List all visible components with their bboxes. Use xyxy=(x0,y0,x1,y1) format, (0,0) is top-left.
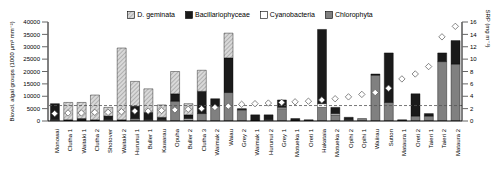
svg-text:Mataura 2: Mataura 2 xyxy=(455,128,461,156)
svg-text:Clutha 1: Clutha 1 xyxy=(67,128,73,151)
svg-text:20000: 20000 xyxy=(23,69,40,75)
svg-text:Grey 2: Grey 2 xyxy=(241,128,247,147)
svg-text:Oreti 2: Oreti 2 xyxy=(415,128,421,147)
svg-text:16: 16 xyxy=(470,19,477,25)
svg-text:Buller 1: Buller 1 xyxy=(147,128,153,149)
svg-text:Kawarau: Kawarau xyxy=(161,129,167,153)
svg-text:Oreti 1: Oreti 1 xyxy=(308,128,314,147)
svg-text:10: 10 xyxy=(470,56,477,62)
svg-text:8: 8 xyxy=(470,69,474,75)
html-text:D. geminata: D. geminata xyxy=(137,11,175,18)
svg-text:35000: 35000 xyxy=(23,32,40,38)
svg-text:4: 4 xyxy=(470,93,474,99)
html-text:Cyanobacteria: Cyanobacteria xyxy=(269,11,315,18)
svg-text:30000: 30000 xyxy=(23,44,40,50)
html-text:Bacillariophyceae: Bacillariophyceae xyxy=(195,11,250,18)
svg-text:12: 12 xyxy=(470,44,477,50)
svg-text:Hakataia: Hakataia xyxy=(321,128,327,152)
svg-text:Taieri 2: Taieri 2 xyxy=(441,128,447,148)
svg-text:Waitaki 2: Waitaki 2 xyxy=(121,128,127,153)
svg-text:Motueka 1: Motueka 1 xyxy=(294,128,300,157)
svg-text:6: 6 xyxy=(470,81,474,87)
svg-text:Taieri 1: Taieri 1 xyxy=(428,128,434,148)
svg-text:Mataura 1: Mataura 1 xyxy=(401,128,407,156)
svg-text:25000: 25000 xyxy=(23,56,40,62)
svg-text:5000: 5000 xyxy=(27,106,41,112)
svg-text:Buller 2: Buller 2 xyxy=(187,128,193,149)
svg-text:Waiau: Waiau xyxy=(228,129,234,146)
svg-text:Grey 1: Grey 1 xyxy=(281,128,287,147)
svg-text:Opihi 2: Opihi 2 xyxy=(348,128,354,148)
svg-text:0: 0 xyxy=(37,118,41,124)
svg-text:Shotover: Shotover xyxy=(107,129,113,153)
svg-text:Hurunui 2: Hurunui 2 xyxy=(268,128,274,155)
svg-text:15000: 15000 xyxy=(23,81,40,87)
svg-text:Biovol. algal groups (1000 μm³: Biovol. algal groups (1000 μm³ mm⁻²) xyxy=(9,21,15,121)
svg-text:2: 2 xyxy=(470,106,474,112)
svg-text:Waimak 1: Waimak 1 xyxy=(254,128,260,155)
svg-text:10000: 10000 xyxy=(23,93,40,99)
svg-text:Opuha: Opuha xyxy=(174,128,180,147)
svg-text:Waiirau: Waiirau xyxy=(374,129,380,149)
html-text:Chlorophyta: Chlorophyta xyxy=(335,11,373,18)
svg-text:Monowai: Monowai xyxy=(54,129,60,153)
svg-text:Waitaki 1: Waitaki 1 xyxy=(81,128,87,153)
svg-text:14: 14 xyxy=(470,32,477,38)
svg-text:0: 0 xyxy=(470,118,474,124)
svg-text:SRP (mg m⁻³): SRP (mg m⁻³) xyxy=(485,9,491,47)
svg-text:Opihi 1: Opihi 1 xyxy=(361,128,367,148)
svg-text:40000: 40000 xyxy=(23,19,40,25)
svg-text:Motueka 2: Motueka 2 xyxy=(334,128,340,157)
svg-text:Clutha 3: Clutha 3 xyxy=(201,128,207,151)
svg-text:Sutton: Sutton xyxy=(388,129,394,146)
svg-text:Waimak 2: Waimak 2 xyxy=(214,128,220,155)
svg-text:Clutha 2: Clutha 2 xyxy=(94,128,100,151)
svg-text:Hurunui 1: Hurunui 1 xyxy=(134,128,140,155)
